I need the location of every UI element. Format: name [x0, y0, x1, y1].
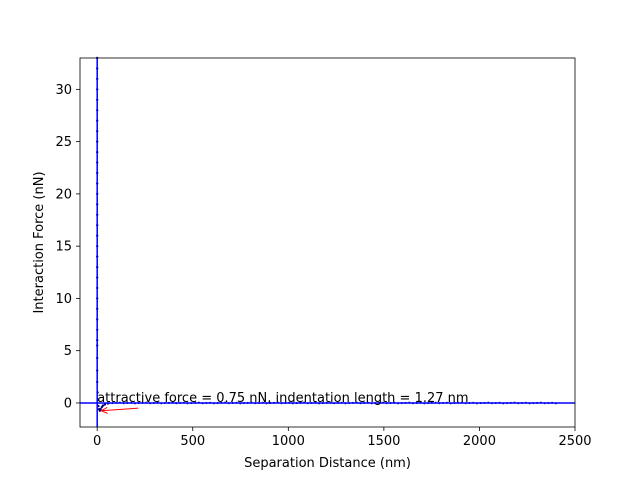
- axes-frame: [79, 57, 576, 428]
- x-axis-ticks: 0 500 1000 1500 2000 2500: [93, 427, 592, 449]
- y-tick-label: 30: [55, 83, 72, 98]
- x-tick-label: 1500: [367, 434, 400, 449]
- x-tick-label: 2000: [463, 434, 496, 449]
- plot-area: [80, 58, 575, 427]
- x-tick-label: 0: [93, 434, 101, 449]
- y-tick-label: 5: [64, 344, 72, 359]
- x-tick-label: 1000: [272, 434, 305, 449]
- y-tick-label: 15: [55, 240, 72, 255]
- annotation-text: attractive force = 0.75 nN, indentation …: [97, 391, 468, 406]
- annotation-arrow-shaft: [101, 407, 139, 412]
- y-tick-label: 10: [55, 292, 72, 307]
- x-tick-label: 2500: [558, 434, 591, 449]
- y-tick-label: 0: [64, 396, 72, 411]
- y-axis-label: Interaction Force (nN): [32, 171, 47, 313]
- y-axis-ticks: 0 5 10 15 20 25 30: [55, 83, 80, 411]
- annotation-arrow: [100, 406, 139, 414]
- annotation-arrow-head: [100, 406, 108, 414]
- y-tick-label: 20: [55, 187, 72, 202]
- x-axis-label: Separation Distance (nm): [244, 456, 411, 471]
- x-tick-label: 500: [180, 434, 205, 449]
- data-point: [99, 408, 102, 411]
- data-point: [103, 403, 107, 406]
- y-tick-label: 25: [55, 135, 72, 150]
- data-point: [101, 404, 105, 407]
